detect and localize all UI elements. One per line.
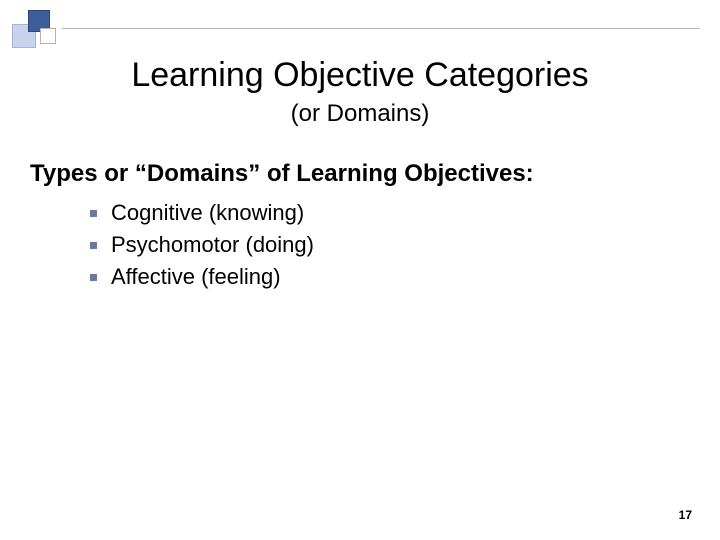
slide-subtitle: (or Domains) bbox=[0, 100, 720, 128]
list-item: Psychomotor (doing) bbox=[90, 232, 314, 258]
slide: Learning Objective Categories (or Domain… bbox=[0, 0, 720, 540]
top-rule bbox=[62, 28, 700, 29]
bullet-marker-icon bbox=[90, 210, 97, 217]
bullet-marker-icon bbox=[90, 242, 97, 249]
list-item: Cognitive (knowing) bbox=[90, 200, 314, 226]
list-item-label: Psychomotor (doing) bbox=[111, 232, 314, 258]
corner-square-white bbox=[40, 28, 56, 44]
list-item: Affective (feeling) bbox=[90, 264, 314, 290]
list-item-label: Cognitive (knowing) bbox=[111, 200, 304, 226]
bullet-list: Cognitive (knowing) Psychomotor (doing) … bbox=[90, 200, 314, 296]
page-number: 17 bbox=[679, 508, 692, 522]
slide-title: Learning Objective Categories bbox=[0, 56, 720, 95]
list-item-label: Affective (feeling) bbox=[111, 264, 281, 290]
section-heading: Types or “Domains” of Learning Objective… bbox=[30, 160, 534, 188]
bullet-marker-icon bbox=[90, 274, 97, 281]
